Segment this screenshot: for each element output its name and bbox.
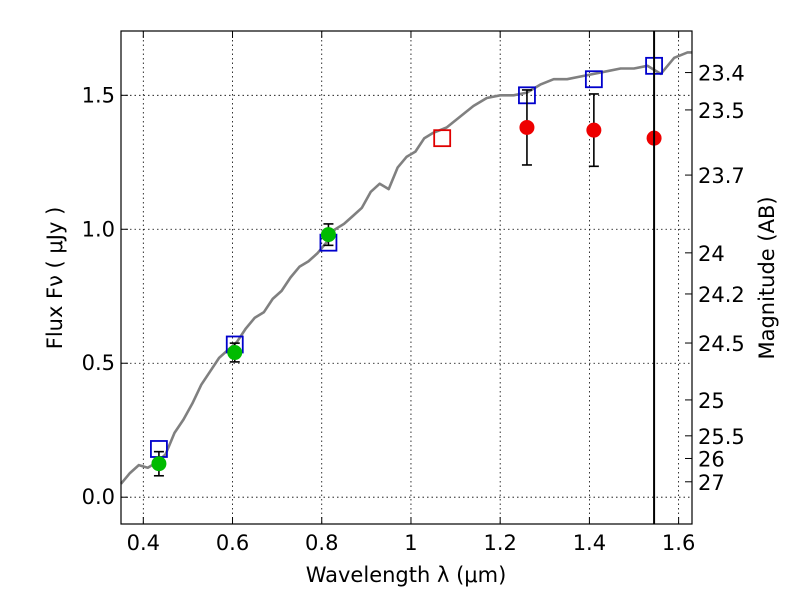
magnitude-tick-label: 24.5 [698,332,745,356]
x-tick-label: 1.2 [483,531,516,555]
magnitude-tick-label: 24 [698,242,725,266]
plot-frame [120,30,693,525]
x-tick-label: 0.8 [305,531,338,555]
data-marks [150,31,663,524]
x-axis-label: Wavelength λ (μm) [306,563,507,587]
data-point-circle [586,122,602,138]
y-axis-label: Flux Fν ( μJy ) [43,207,67,350]
y-tick-label: 1.5 [82,83,115,107]
x-tick-label: 1 [404,531,417,555]
magnitude-tick-label: 23.5 [698,99,745,123]
x-tick-label: 0.4 [127,531,160,555]
sed-model-curve [120,51,692,485]
x-tick-label: 1.6 [662,531,695,555]
magnitude-tick-label: 23.7 [698,164,745,188]
data-point-circle [227,345,243,361]
y-tick-label: 1.0 [82,217,115,241]
grid-lines [121,31,692,524]
x-tick-label: 1.4 [573,531,606,555]
magnitude-tick-label: 23.4 [698,62,745,86]
x-tick-label: 0.6 [216,531,249,555]
magnitude-tick-label: 25 [698,389,725,413]
magnitude-tick-label: 27 [698,471,725,495]
plot-border [120,30,693,525]
y-tick-label: 0.5 [82,351,115,375]
magnitude-axis-label: Magnitude (AB) [755,196,779,359]
data-point-square [433,129,452,148]
data-point-circle [519,119,535,135]
data-point-circle [320,227,336,243]
magnitude-tick-label: 25.5 [698,425,745,449]
magnitude-tick-label: 24.2 [698,283,745,307]
y-tick-label: 0.0 [82,485,115,509]
magnitude-tick-label: 26 [698,447,725,471]
data-point-square [584,70,603,89]
tick-labels: 0.4 0.6 0.8 1 1.2 1.4 1.6 0.0 0.5 1.0 1.5 23.4 23.5 2… [82,62,745,555]
sed-model-curve-group [120,51,692,485]
data-point-circle [151,456,167,472]
